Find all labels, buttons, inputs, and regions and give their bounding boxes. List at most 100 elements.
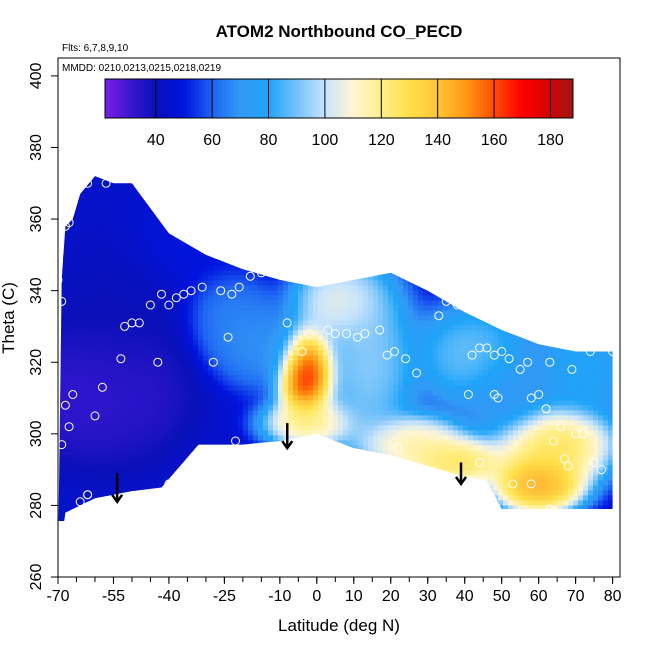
heat-cell [368, 200, 374, 206]
heat-cell [123, 445, 129, 451]
heat-cell [343, 345, 349, 351]
heat-cell [158, 240, 164, 246]
heat-cell [273, 255, 279, 261]
heat-cell [328, 435, 334, 441]
heat-cell [318, 185, 324, 191]
heat-cell [318, 205, 324, 211]
heat-cell [68, 400, 74, 406]
heat-cell [143, 305, 149, 311]
heat-cell [373, 515, 379, 521]
heat-cell [78, 285, 84, 291]
heat-cell [228, 200, 234, 206]
heat-cell [143, 515, 149, 521]
heat-cell [143, 310, 149, 316]
heat-cell [403, 190, 409, 196]
heat-cell [198, 295, 204, 301]
heat-cell [123, 485, 129, 491]
heat-cell [133, 370, 139, 376]
heat-cell [158, 290, 164, 296]
heat-cell [78, 460, 84, 466]
heat-cell [213, 250, 219, 256]
heat-cell [398, 275, 404, 281]
heat-cell [323, 420, 329, 426]
heat-cell [58, 455, 64, 461]
heat-cell [213, 240, 219, 246]
heat-cell [253, 290, 259, 296]
heat-cell [83, 410, 89, 416]
heat-cell [353, 290, 359, 296]
heat-cell [378, 410, 384, 416]
heat-cell [363, 480, 369, 486]
heat-cell [163, 195, 169, 201]
heat-cell [168, 280, 174, 286]
heat-cell [378, 240, 384, 246]
heat-cell [143, 300, 149, 306]
heat-cell [173, 285, 179, 291]
heat-cell [363, 265, 369, 271]
heat-cell [313, 440, 319, 446]
heat-cell [73, 176, 79, 181]
heat-cell [248, 205, 254, 211]
heat-cell [158, 265, 164, 271]
heat-cell [273, 205, 279, 211]
heat-cell [268, 475, 274, 481]
heat-cell [333, 365, 339, 371]
heat-cell [128, 410, 134, 416]
heat-cell [318, 415, 324, 421]
heat-cell [143, 365, 149, 371]
heat-cell [263, 210, 269, 216]
heat-cell [203, 300, 209, 306]
heat-cell [238, 480, 244, 486]
heat-cell [198, 405, 204, 411]
heat-cell [283, 500, 289, 506]
heat-cell [293, 245, 299, 251]
heat-cell [248, 405, 254, 411]
heat-cell [233, 465, 239, 471]
heat-cell [248, 355, 254, 361]
heat-cell [288, 460, 294, 466]
heat-cell [108, 475, 114, 481]
heat-cell [98, 190, 104, 196]
heat-cell [128, 505, 134, 511]
heat-cell [383, 340, 389, 346]
heat-cell [338, 400, 344, 406]
heat-cell [253, 210, 259, 216]
heat-cell [368, 480, 374, 486]
heat-cell [138, 500, 144, 506]
heat-cell [148, 455, 154, 461]
heat-cell [393, 365, 399, 371]
heat-cell [403, 305, 409, 311]
heat-cell [288, 480, 294, 486]
heat-cell [168, 210, 174, 216]
heat-cell [248, 275, 254, 281]
heat-cell [318, 180, 324, 186]
heat-cell [328, 275, 334, 281]
heat-cell [343, 240, 349, 246]
heat-cell [183, 295, 189, 301]
heat-cell [388, 340, 394, 346]
heat-cell [368, 385, 374, 391]
heat-cell [103, 320, 109, 326]
heat-cell [353, 240, 359, 246]
heat-cell [363, 475, 369, 481]
heat-cell [268, 190, 274, 196]
heat-cell [363, 510, 369, 516]
heat-cell [253, 360, 259, 366]
heat-cell [213, 285, 219, 291]
heat-cell [118, 390, 124, 396]
heat-cell [188, 400, 194, 406]
heat-cell [133, 415, 139, 421]
heat-cell [223, 465, 229, 471]
heat-cell [313, 215, 319, 221]
heat-cell [223, 490, 229, 496]
heat-cell [108, 260, 114, 266]
heat-cell [113, 390, 119, 396]
heat-cell [288, 165, 294, 171]
heat-cell [113, 310, 119, 316]
heat-cell [218, 395, 224, 401]
heat-cell [118, 215, 124, 221]
heat-cell [263, 195, 269, 201]
heat-cell [243, 340, 249, 346]
heat-cell [353, 510, 359, 516]
heat-cell [353, 380, 359, 386]
